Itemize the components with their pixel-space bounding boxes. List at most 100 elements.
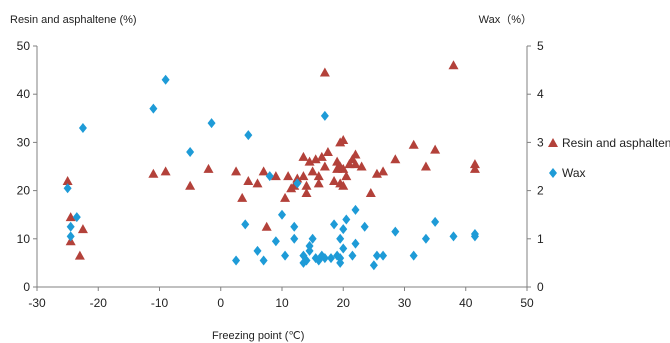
- resin-point: [329, 175, 340, 185]
- wax-point: [339, 224, 348, 235]
- wax-point: [391, 226, 400, 237]
- resin-point: [390, 154, 401, 164]
- resin-point: [252, 178, 263, 188]
- right-y-tick-label: 3: [537, 135, 544, 149]
- resin-point: [420, 161, 431, 171]
- x-tick-label: 40: [459, 296, 473, 310]
- wax-point: [342, 214, 351, 225]
- wax-point: [293, 178, 302, 189]
- wax-point: [278, 209, 286, 220]
- data-points: [62, 60, 480, 271]
- wax-point: [317, 250, 326, 261]
- wax-point: [232, 255, 241, 266]
- wax-point: [314, 255, 323, 266]
- wax-point: [351, 204, 360, 215]
- wax-point: [63, 183, 72, 194]
- wax-point: [421, 233, 430, 244]
- left-y-tick-label: 10: [17, 232, 31, 246]
- wax-point: [320, 253, 329, 264]
- legend-marker-wax: [549, 168, 557, 178]
- x-tick-labels: -30 -20 -10 0 10 20 30 40 50: [28, 296, 534, 310]
- wax-point: [78, 122, 87, 133]
- resin-point: [261, 221, 272, 231]
- right-y-tick-label: 5: [537, 39, 544, 53]
- wax-point: [360, 221, 369, 232]
- resin-point: [280, 192, 291, 202]
- resin-point: [301, 188, 312, 198]
- left-y-tick-label: 20: [17, 184, 31, 198]
- left-y-tick-label: 0: [23, 280, 30, 294]
- resin-point: [338, 134, 349, 144]
- resin-point: [341, 171, 352, 181]
- resin-point: [258, 166, 269, 176]
- wax-point: [330, 219, 339, 230]
- legend-marker-resin: [548, 138, 558, 147]
- wax-point: [333, 250, 342, 261]
- resin-point: [338, 163, 349, 173]
- axes: [33, 45, 531, 291]
- wax-point: [339, 243, 348, 254]
- wax-point: [299, 250, 308, 261]
- resin-point: [319, 161, 330, 171]
- wax-point: [149, 103, 158, 114]
- resin-point: [270, 171, 281, 181]
- x-tick-label: 30: [398, 296, 412, 310]
- x-axis-title: Freezing point (℃): [212, 330, 304, 342]
- right-axis-title: Wax（%）: [479, 13, 532, 26]
- resin-point: [350, 149, 361, 159]
- resin-point: [231, 166, 242, 176]
- resin-point: [469, 159, 480, 169]
- wax-point: [244, 130, 253, 141]
- resin-point: [237, 192, 248, 202]
- x-tick-label: 0: [217, 296, 224, 310]
- resin-point: [319, 67, 330, 77]
- wax-point: [470, 228, 479, 239]
- wax-point: [161, 74, 170, 85]
- left-y-tick-label: 40: [17, 87, 31, 101]
- right-y-tick-label: 4: [537, 87, 544, 101]
- legend-label-wax: Wax: [562, 166, 586, 180]
- wax-point: [336, 257, 345, 268]
- left-y-tick-label: 50: [17, 39, 31, 53]
- resin-point: [338, 180, 349, 190]
- left-y-tick-label: 30: [17, 135, 31, 149]
- wax-point: [372, 250, 381, 261]
- wax-point: [308, 233, 317, 244]
- resin-point: [298, 171, 309, 181]
- resin-point: [77, 224, 88, 234]
- wax-point: [305, 241, 314, 252]
- wax-point: [336, 233, 345, 244]
- resin-point: [430, 144, 441, 154]
- x-tick-label: 10: [275, 296, 289, 310]
- resin-point: [322, 147, 333, 157]
- right-y-tick-label: 0: [537, 280, 544, 294]
- wax-point: [320, 110, 329, 121]
- resin-point: [469, 163, 480, 173]
- resin-point: [65, 212, 76, 222]
- legend: Resin and asphaltene Wax: [548, 136, 670, 180]
- right-y-tick-labels: 0 1 2 3 4 5: [537, 39, 544, 294]
- resin-point: [283, 171, 294, 181]
- resin-point: [356, 161, 367, 171]
- wax-point: [207, 118, 216, 129]
- wax-point: [327, 253, 335, 264]
- wax-point: [186, 147, 195, 158]
- x-tick-label: 20: [337, 296, 351, 310]
- resin-point: [160, 166, 171, 176]
- wax-point: [379, 250, 388, 261]
- x-tick-label: -30: [28, 296, 46, 310]
- wax-point: [351, 238, 360, 249]
- wax-point: [72, 212, 81, 223]
- wax-point: [431, 216, 440, 227]
- resin-point: [310, 154, 321, 164]
- right-y-tick-label: 2: [537, 184, 544, 198]
- wax-point: [409, 250, 418, 261]
- wax-point: [271, 236, 280, 247]
- wax-point: [348, 250, 357, 261]
- resin-point: [185, 180, 196, 190]
- wax-point: [302, 255, 311, 266]
- wax-point: [259, 255, 268, 266]
- resin-point: [298, 151, 309, 161]
- resin-point: [316, 151, 327, 161]
- resin-point: [408, 139, 419, 149]
